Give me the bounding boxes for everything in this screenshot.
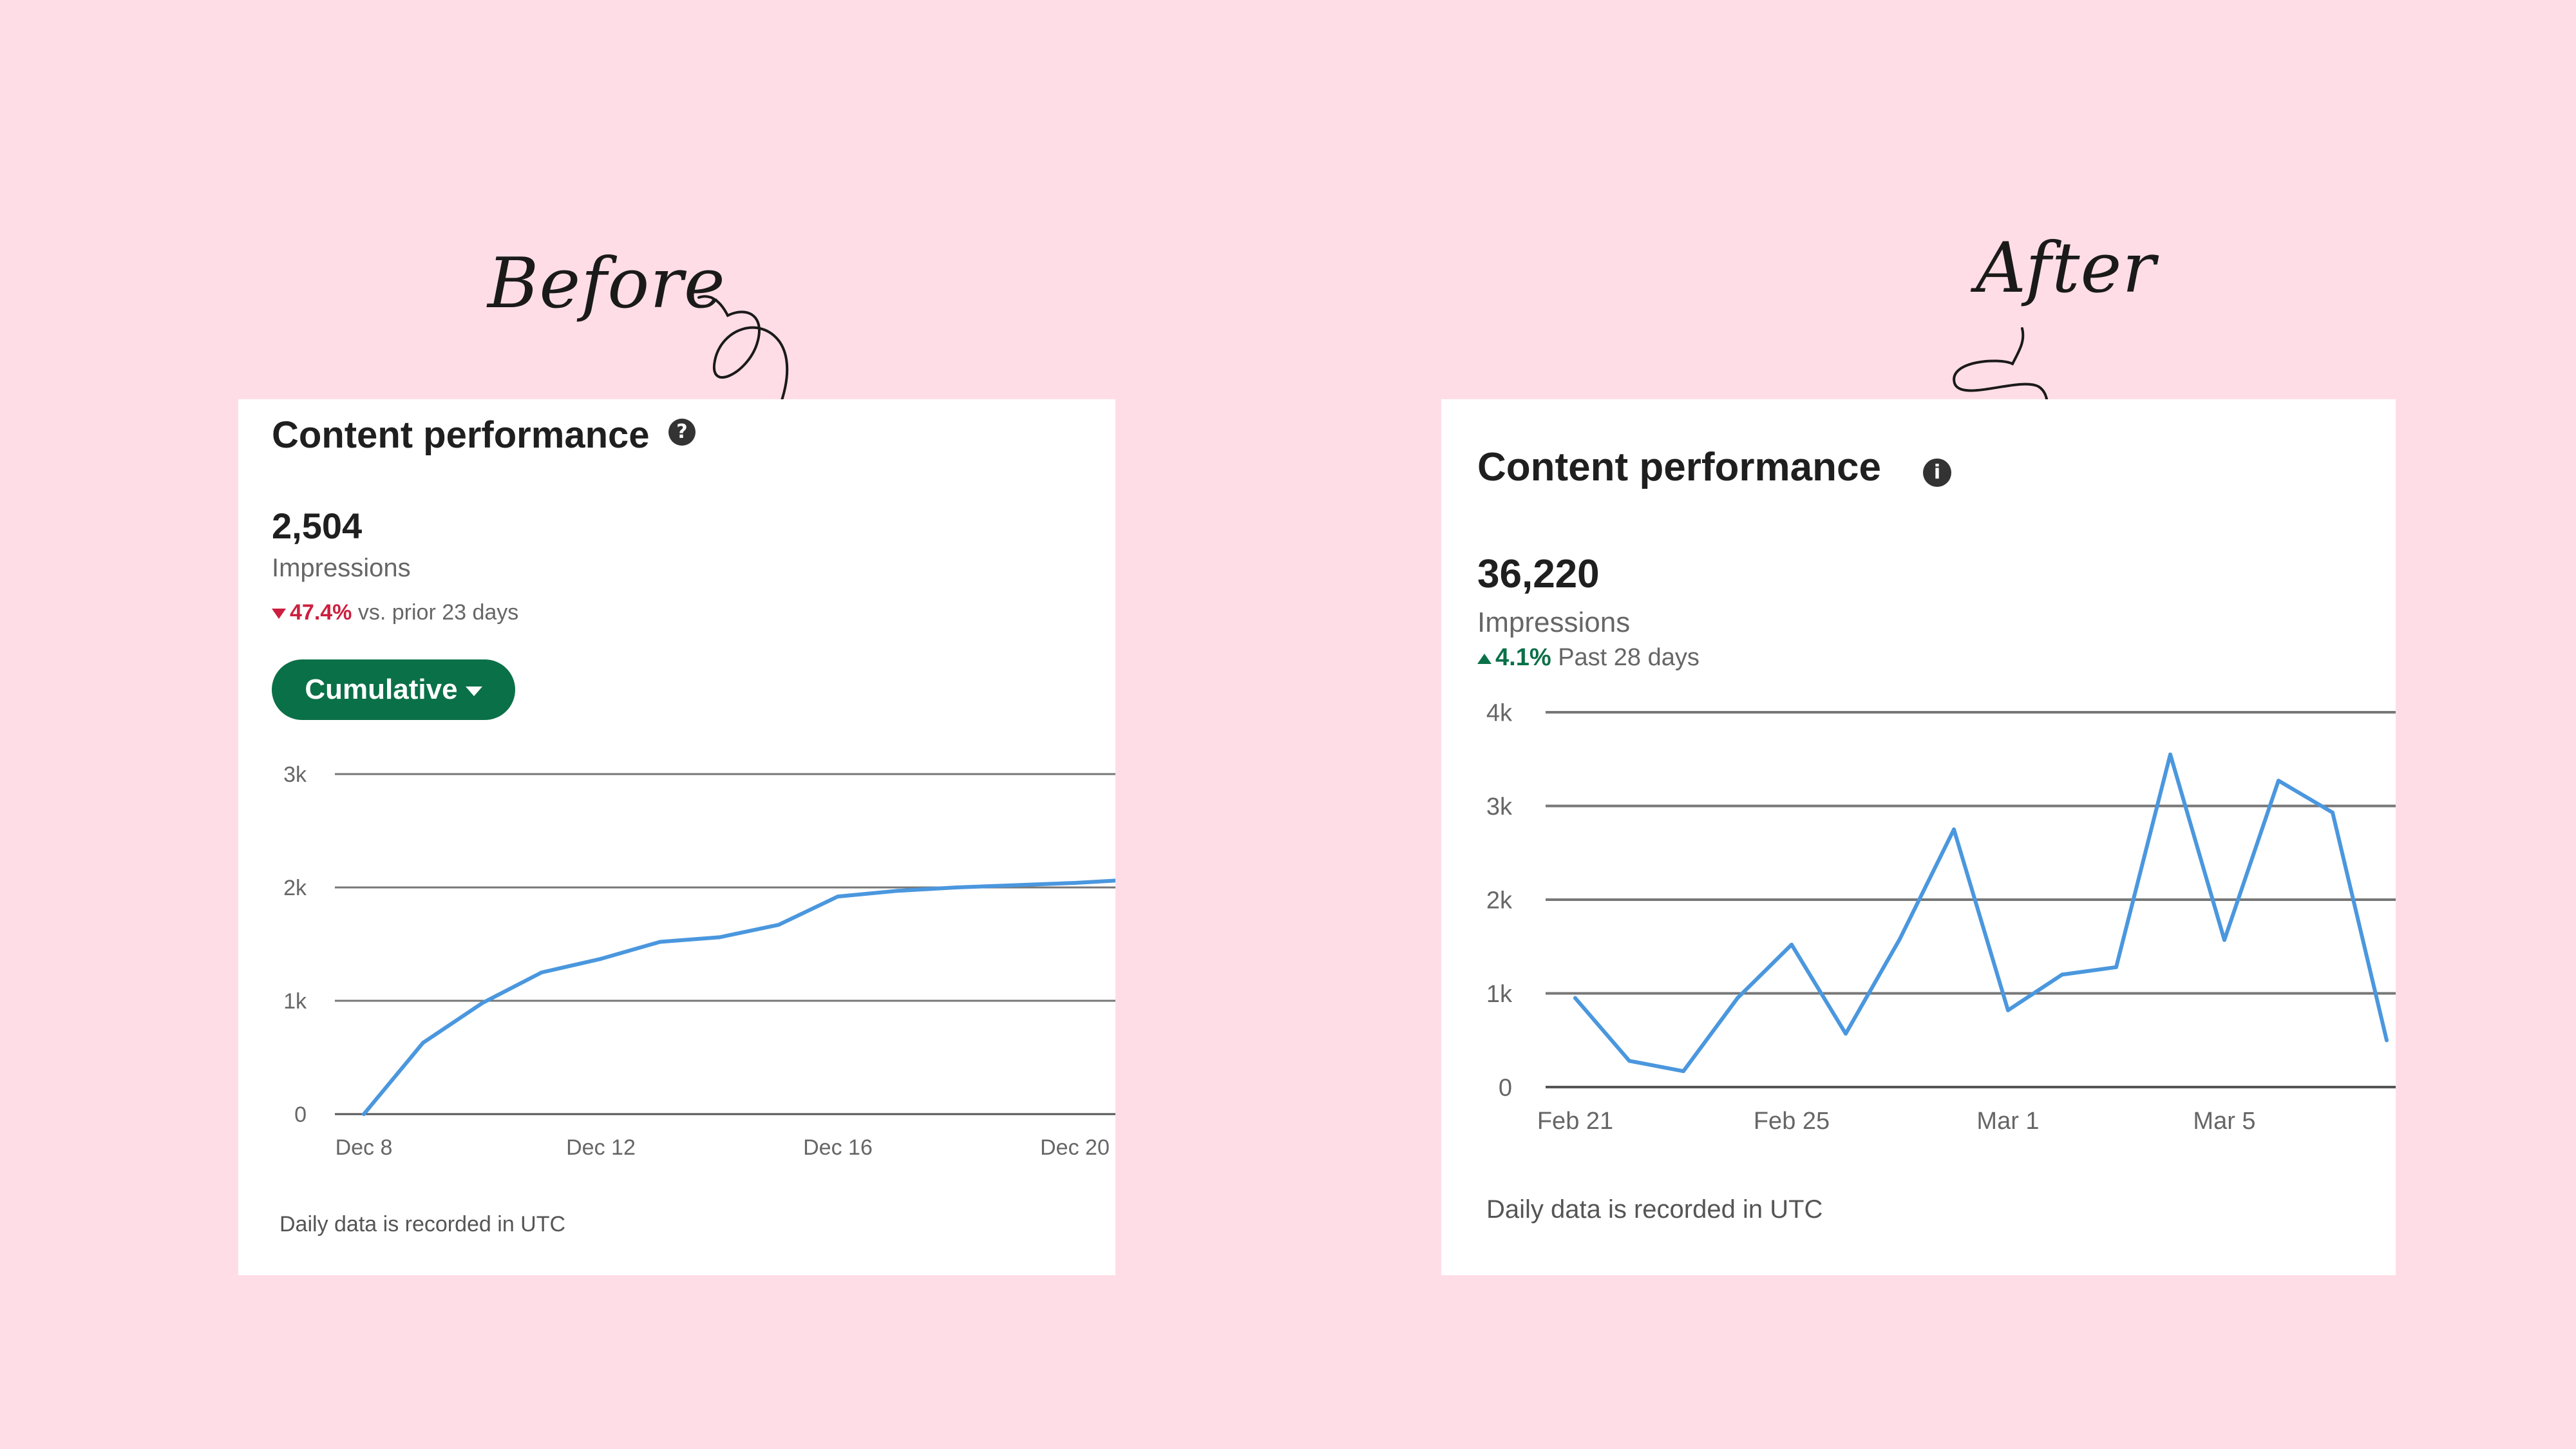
x-tick-label: Feb 21 [1537, 1108, 1613, 1135]
data-point [954, 886, 958, 889]
impressions-value: 2,504 [272, 506, 363, 546]
up-triangle-icon [1477, 653, 1492, 664]
card-title: Content performance [272, 414, 650, 456]
data-point [1952, 827, 1956, 831]
data-point [1573, 996, 1577, 1000]
question-circle-icon[interactable]: ? [668, 419, 696, 446]
y-tick-label: 0 [1499, 1074, 1512, 1101]
data-point [717, 935, 721, 940]
info-circle-icon[interactable]: i [1923, 459, 1951, 487]
x-tick-label: Dec 20 [1040, 1135, 1110, 1160]
data-point [2114, 965, 2118, 969]
change-text: Past 28 days [1558, 644, 1700, 671]
x-tick-label: Feb 25 [1754, 1108, 1830, 1135]
before-annotation: Before [488, 243, 726, 324]
cumulative-dropdown-button[interactable]: Cumulative [272, 659, 515, 720]
dropdown-label: Cumulative [305, 674, 458, 705]
data-point [1844, 1032, 1848, 1036]
change-percent: 47.4% [290, 600, 352, 625]
data-point [658, 940, 662, 944]
data-point [1073, 880, 1077, 885]
data-point [2060, 972, 2064, 977]
down-triangle-icon [272, 609, 286, 620]
data-point [2277, 779, 2280, 783]
after-line-chart: 0 1k 2k 3k 4k Feb 21 Feb 25 Mar 1 Mar 5 [1486, 699, 2396, 1135]
card-title: Content performance [1477, 445, 1881, 489]
data-point [1736, 996, 1739, 1000]
data-point [362, 1112, 366, 1116]
data-point [1681, 1069, 1685, 1074]
x-tick-label: Mar 1 [1976, 1108, 2039, 1135]
data-point [2222, 938, 2226, 942]
data-point [421, 1041, 425, 1045]
before-line-chart: 0 1k 2k 3k Dec 8 Dec 12 Dec 16 Dec 20 [283, 762, 1115, 1160]
x-tick-label: Dec 8 [336, 1135, 393, 1160]
impressions-value: 36,220 [1477, 552, 1600, 596]
after-content-performance-card: Content performance i 36,220 Impressions… [1441, 399, 2396, 1275]
y-tick-label: 1k [1486, 981, 1513, 1008]
data-point [2331, 810, 2334, 815]
change-text: vs. prior 23 days [357, 600, 519, 625]
utc-footnote: Daily data is recorded in UTC [279, 1212, 566, 1236]
y-tick-label: 2k [1486, 887, 1513, 914]
data-point [1790, 942, 1794, 947]
data-point [599, 956, 603, 961]
impressions-label: Impressions [1477, 607, 1631, 638]
change-percent: 4.1% [1495, 644, 1551, 671]
y-tick-label: 3k [283, 762, 307, 787]
data-point [2168, 752, 2172, 757]
data-point [895, 889, 899, 893]
data-point [2385, 1038, 2389, 1043]
x-tick-label: Dec 16 [803, 1135, 873, 1160]
x-tick-label: Mar 5 [2193, 1108, 2255, 1135]
data-point [540, 971, 544, 974]
after-annotation: After [1976, 228, 2157, 308]
data-point [836, 895, 840, 899]
data-point [1627, 1059, 1631, 1063]
y-tick-label: 3k [1486, 793, 1513, 820]
series-line [1573, 752, 2389, 1074]
y-tick-label: 1k [283, 989, 307, 1014]
x-tick-label: Dec 12 [566, 1135, 636, 1160]
series-line [362, 878, 1115, 1116]
before-content-performance-card: Content performance ? 2,504 Impressions … [238, 399, 1115, 1275]
chevron-down-icon [465, 686, 482, 696]
change-row: 47.4% vs. prior 23 days [272, 600, 518, 625]
y-tick-label: 0 [294, 1103, 307, 1127]
utc-footnote: Daily data is recorded in UTC [1486, 1195, 1823, 1224]
data-point [480, 1001, 484, 1005]
data-point [1014, 883, 1018, 887]
data-point [2006, 1008, 2010, 1012]
impressions-label: Impressions [272, 554, 411, 582]
y-tick-label: 2k [283, 876, 307, 900]
data-point [777, 923, 781, 927]
data-point [1898, 937, 1902, 942]
y-tick-label: 4k [1486, 699, 1513, 726]
change-row: 4.1% Past 28 days [1477, 644, 1700, 672]
